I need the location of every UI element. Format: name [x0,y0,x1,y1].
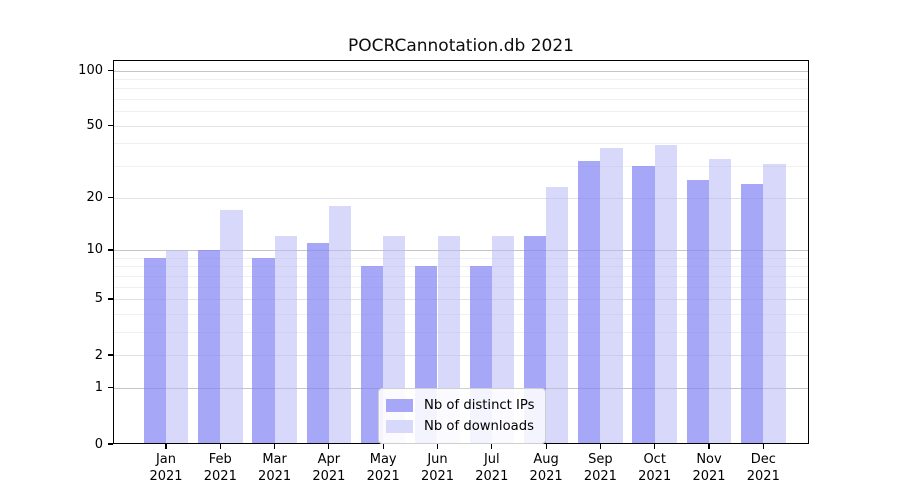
x-tick-mark-feb [219,444,221,449]
minor-gridline-70 [113,99,809,101]
x-axis-tick-label: Jan 2021 [134,451,198,485]
x-tick-mark-mar [274,444,276,449]
bar-apr-distinct-ips [306,242,329,444]
x-axis-tick-label: Aug 2021 [514,451,578,485]
x-axis-tick-year: 2021 [583,469,617,484]
legend-row: Nb of downloads [386,416,535,437]
gridline-100 [113,70,809,72]
y-axis-tick-label: 10 [86,242,103,258]
y-axis-tick-label: 1 [94,380,103,396]
bar-aug-downloads [546,186,569,444]
x-axis-tick-year: 2021 [638,469,672,484]
x-axis-tick-year: 2021 [366,469,400,484]
x-axis-tick-label: Jul 2021 [460,451,524,485]
x-tick-mark-may [382,444,384,449]
legend-row: Nb of distinct IPs [386,395,535,416]
y-axis-tick-label: 20 [86,190,103,206]
minor-gridline-90 [113,78,809,80]
y-axis-tick-label: 5 [94,291,103,307]
x-tick-mark-dec [762,444,764,449]
bar-feb-distinct-ips [198,249,221,444]
gridline-5 [113,298,809,300]
x-axis-tick-label: Oct 2021 [623,451,687,485]
bar-may-distinct-ips [360,266,384,444]
x-axis-tick-year: 2021 [692,469,726,484]
bar-jan-distinct-ips [143,257,166,444]
bar-nov-distinct-ips [686,180,709,444]
chart-title: POCRCannotation.db 2021 [347,36,574,56]
x-tick-mark-jun [436,444,439,449]
legend-label-distinct-ips: Nb of distinct IPs [424,398,535,413]
x-tick-mark-jul [491,444,493,449]
minor-gridline-40 [113,143,809,145]
y-tick-mark-50 [108,125,113,127]
y-tick-mark-5 [108,298,113,300]
x-axis-tick-label: May 2021 [351,451,415,485]
legend-swatch-distinct-ips [386,399,413,412]
gridline-50 [113,125,809,127]
x-axis-tick-label: Dec 2021 [731,451,795,485]
y-tick-mark-1 [108,387,113,389]
y-tick-mark-20 [108,197,113,199]
y-axis-tick-label: 2 [94,347,103,363]
x-axis-tick-year: 2021 [312,469,346,484]
bar-mar-distinct-ips [252,257,275,444]
plot-area: Nb of distinct IPs Nb of downloads 0 1 2 5 1… [78,60,809,484]
x-axis-tick-label: Nov 2021 [677,451,741,485]
minor-gridline-80 [113,88,809,90]
minor-gridline-8 [113,266,809,268]
legend: Nb of distinct IPs Nb of downloads [378,388,546,444]
x-axis-tick-year: 2021 [529,469,563,484]
x-axis-tick-year: 2021 [203,469,237,484]
x-tick-mark-nov [708,444,710,449]
y-tick-mark-100 [108,69,113,72]
minor-gridline-3 [113,331,809,333]
x-tick-mark-aug [545,444,547,449]
minor-gridline-6 [113,286,809,288]
bar-apr-downloads [328,205,352,444]
bar-jan-downloads [166,249,189,444]
x-axis-tick-year: 2021 [475,469,509,484]
x-axis-tick-year: 2021 [746,469,780,484]
y-tick-mark-2 [108,354,113,356]
x-tick-mark-apr [328,444,330,449]
y-axis-tick-label: 100 [78,63,103,78]
y-tick-mark-0 [108,443,113,445]
x-axis-tick-year: 2021 [258,469,292,484]
minor-gridline-7 [113,275,809,277]
x-axis-tick-label: Apr 2021 [297,451,361,485]
minor-gridline-60 [113,111,809,113]
bar-nov-downloads [709,158,732,444]
x-axis-tick-label: Sep 2021 [568,451,632,485]
x-axis-tick-year: 2021 [149,469,183,484]
x-tick-mark-jan [165,444,167,449]
gridline-20 [113,197,809,199]
x-axis-tick-label: Feb 2021 [188,451,252,485]
bar-sep-downloads [600,147,623,444]
y-tick-mark-10 [108,249,113,251]
y-axis-tick-label: 50 [86,118,103,134]
y-axis-tick-label: 0 [94,436,103,452]
bar-oct-distinct-ips [632,166,655,444]
gridline-10 [113,249,809,251]
legend-label-downloads: Nb of downloads [424,419,534,434]
bar-feb-downloads [220,210,243,444]
minor-gridline-30 [113,166,809,168]
x-axis-tick-label: Mar 2021 [243,451,307,485]
x-tick-mark-oct [654,444,656,449]
bar-sep-distinct-ips [578,161,601,444]
bar-dec-distinct-ips [741,183,764,444]
bar-oct-downloads [654,145,677,444]
gridline-2 [113,355,809,357]
bar-dec-downloads [763,163,786,444]
x-tick-mark-sep [599,444,601,449]
x-axis-tick-label: Jun 2021 [406,451,470,485]
minor-gridline-4 [113,313,809,315]
bar-mar-downloads [274,236,297,444]
minor-gridline-9 [113,257,809,259]
x-axis-tick-year: 2021 [420,469,455,484]
legend-swatch-downloads [386,420,413,433]
